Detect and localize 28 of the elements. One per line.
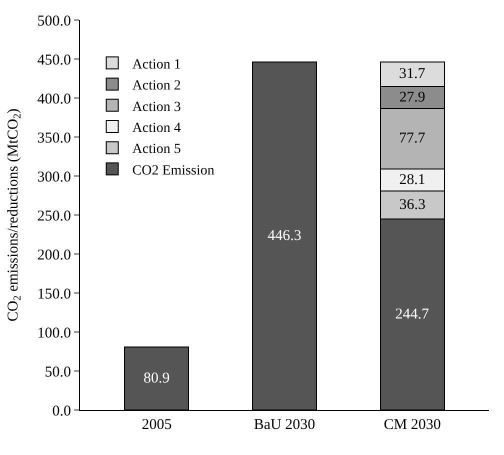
- y-tick-label: 250.0: [37, 208, 71, 224]
- x-tick-label: CM 2030: [384, 417, 441, 433]
- y-tick-label: 350.0: [37, 130, 71, 146]
- y-tick-label: 100.0: [37, 325, 71, 342]
- data-label: 446.3: [268, 228, 302, 244]
- y-tick-label: 0.0: [52, 403, 71, 420]
- data-label: 28.1: [399, 172, 426, 188]
- y-tick-label: 450.0: [37, 52, 71, 68]
- y-tick-label: 500.0: [37, 13, 71, 30]
- legend-label: Action 4: [132, 120, 181, 136]
- data-label: 36.3: [399, 196, 426, 213]
- data-label: 27.9: [399, 89, 426, 106]
- legend-label: Action 3: [132, 100, 181, 115]
- y-tick-label: 200.0: [37, 247, 71, 264]
- data-label: 77.7: [398, 130, 426, 147]
- x-tick-label: BaU 2030: [254, 417, 316, 433]
- legend-label: CO2 Emission: [132, 163, 214, 178]
- legend-label: Action 2: [132, 78, 181, 94]
- legend-label: Action 5: [132, 142, 181, 158]
- y-tick-label: 50.0: [44, 364, 71, 380]
- data-label: 80.9: [144, 370, 170, 386]
- y-tick-label: 300.0: [37, 169, 71, 186]
- y-tick-label: 150.0: [37, 286, 71, 302]
- x-tick-label: 2005: [142, 417, 172, 433]
- data-label: 31.7: [398, 66, 426, 82]
- y-tick-label: 400.0: [37, 91, 71, 108]
- legend-label: Action 1: [132, 57, 181, 72]
- data-label: 244.7: [395, 306, 430, 323]
